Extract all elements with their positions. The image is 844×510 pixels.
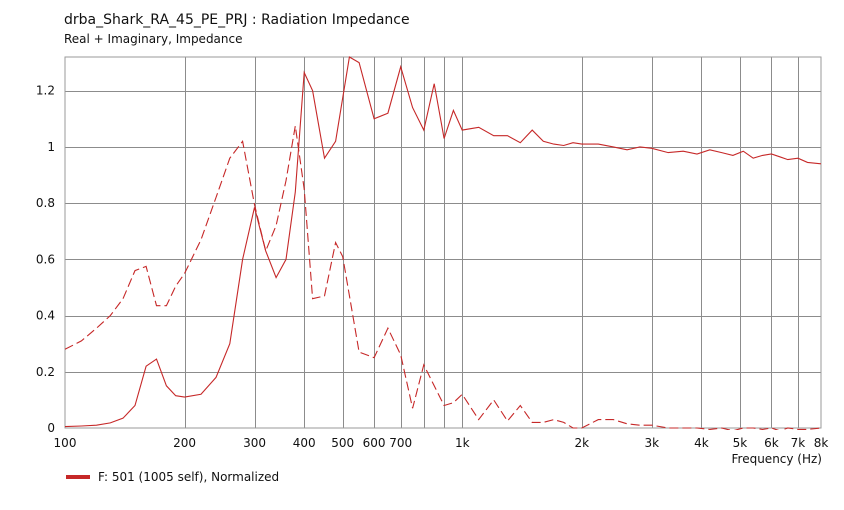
x-tick-label: 5k	[733, 436, 748, 450]
series-line-dashed	[65, 125, 821, 430]
x-tick-label: 3k	[644, 436, 659, 450]
y-tick-label: 0	[47, 421, 55, 435]
legend: F: 501 (1005 self), Normalized	[66, 470, 279, 484]
plot-frame	[64, 56, 822, 429]
legend-swatch	[66, 475, 90, 479]
y-tick-label: 0.2	[36, 365, 55, 379]
legend-label: F: 501 (1005 self), Normalized	[98, 470, 280, 484]
x-tick-label: 2k	[575, 436, 590, 450]
grid	[65, 57, 821, 428]
series-line-solid	[65, 56, 821, 428]
tick-labels: 100 200 300 400 500 600 700 1k 2k 3k 4k 5k 6k 7k 8k 0 0.…	[36, 84, 828, 450]
y-tick-label: 1.2	[36, 84, 55, 98]
x-tick-label: 400	[293, 436, 316, 450]
x-axis-label: Frequency (Hz)	[731, 452, 823, 466]
x-tick-label: 6k	[764, 436, 779, 450]
y-tick-label: 0.4	[36, 309, 55, 323]
axes	[64, 56, 822, 429]
x-tick-label: 4k	[694, 436, 709, 450]
x-tick-label: 600	[363, 436, 386, 450]
x-tick-label: 200	[173, 436, 196, 450]
series-layer	[65, 56, 821, 430]
y-tick-label: 1	[47, 140, 55, 154]
y-tick-label: 0.6	[36, 252, 55, 266]
x-tick-label: 700	[389, 436, 412, 450]
x-tick-label: 8k	[814, 436, 829, 450]
x-tick-label: 1k	[455, 436, 470, 450]
x-tick-label: 100	[54, 436, 77, 450]
x-tick-label: 7k	[791, 436, 806, 450]
x-tick-label: 300	[243, 436, 266, 450]
chart-subtitle: Real + Imaginary, Impedance	[64, 32, 243, 46]
y-tick-label: 0.8	[36, 196, 55, 210]
chart-title: drba_Shark_RA_45_PE_PRJ : Radiation Impe…	[64, 12, 410, 28]
x-tick-label: 500	[331, 436, 354, 450]
